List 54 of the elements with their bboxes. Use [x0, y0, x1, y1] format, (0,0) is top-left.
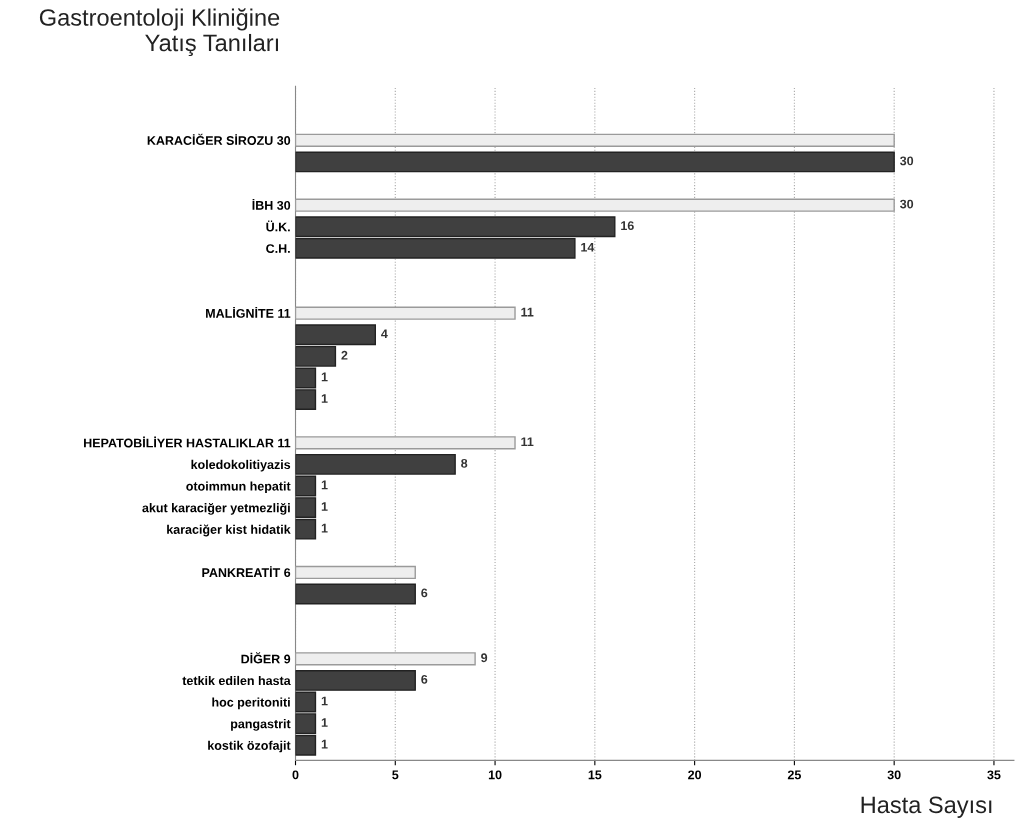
y-tick-label: kostik özofajit	[208, 740, 291, 753]
data-label: 14	[581, 242, 595, 252]
bar	[295, 133, 895, 147]
data-label: 1	[321, 523, 328, 533]
x-tick-label: 0	[292, 770, 299, 780]
bar	[295, 198, 895, 212]
y-tick-label: HEPATOBİLİYER HASTALIKLAR 11	[84, 436, 291, 448]
bar	[295, 652, 476, 666]
y-tick-label: Ü.K.	[266, 220, 290, 232]
data-label: 4	[381, 329, 388, 338]
y-tick-label: otoimmun hepatit	[186, 481, 291, 494]
y-tick-label: koledokolitiyazis	[191, 459, 291, 472]
data-label: 1	[321, 394, 328, 403]
bar	[295, 151, 895, 173]
data-label: 16	[621, 221, 634, 231]
y-tick-label: İBH 30	[252, 198, 291, 210]
bar	[295, 306, 516, 320]
x-tick-label: 25	[787, 770, 801, 780]
bar	[295, 436, 516, 450]
data-label: 6	[421, 674, 428, 684]
y-tick-label: KARACİĞER SİROZU 30	[147, 133, 291, 145]
data-label: 9	[481, 653, 488, 663]
y-tick-label: MALİGNİTE 11	[206, 307, 291, 318]
x-axis-title: Hasta Sayısı	[861, 796, 992, 818]
y-tick-label: karaciğer kist hidatik	[167, 524, 291, 537]
data-label: 2	[341, 350, 348, 360]
y-tick-label: akut karaciğer yetmezliği	[142, 502, 290, 515]
data-label: 30	[900, 199, 914, 209]
data-label: 1	[321, 480, 328, 490]
data-label: 1	[321, 372, 328, 382]
bar	[295, 583, 416, 605]
data-label: 1	[321, 718, 328, 727]
y-tick-label: hoc peritoniti	[212, 697, 290, 710]
x-tick-label: 5	[392, 770, 399, 780]
data-label: 1	[321, 696, 328, 706]
data-label: 1	[321, 739, 328, 749]
data-label: 6	[421, 588, 428, 598]
y-tick-label: DİĞER 9	[241, 652, 291, 664]
x-tick-label: 15	[588, 770, 602, 780]
data-label: 11	[521, 437, 534, 447]
x-tick-label: 30	[887, 770, 901, 780]
x-tick-label: 35	[987, 770, 1001, 780]
x-tick-label: 20	[688, 770, 702, 780]
chart-title: Gastroentoloji Kliniğine Yatış Tanıları	[39, 8, 280, 57]
data-label: 30	[900, 156, 914, 166]
x-tick-label: 10	[488, 770, 502, 780]
data-label: 1	[321, 502, 328, 511]
y-tick-label: tetkik edilen hasta	[182, 675, 291, 686]
bar	[295, 565, 416, 580]
y-tick-label: PANKREATİT 6	[202, 566, 291, 578]
data-label: 11	[521, 307, 534, 317]
y-tick-label: pangastrit	[231, 719, 291, 731]
data-label: 8	[461, 458, 468, 468]
y-tick-label: C.H.	[266, 244, 290, 253]
